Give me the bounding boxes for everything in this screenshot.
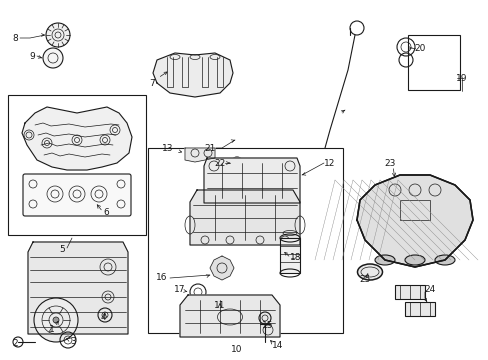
Bar xyxy=(148,148,342,333)
Text: 15: 15 xyxy=(262,320,273,329)
Polygon shape xyxy=(180,295,280,337)
Polygon shape xyxy=(190,190,299,245)
Text: 13: 13 xyxy=(162,144,173,153)
Text: 21: 21 xyxy=(204,144,215,153)
Text: 20: 20 xyxy=(413,44,425,53)
Polygon shape xyxy=(209,256,234,280)
Text: 24: 24 xyxy=(424,285,435,294)
Polygon shape xyxy=(28,242,128,334)
Text: 16: 16 xyxy=(156,274,167,283)
Ellipse shape xyxy=(374,255,394,265)
FancyBboxPatch shape xyxy=(23,174,131,216)
Text: 11: 11 xyxy=(214,301,225,310)
Text: 23: 23 xyxy=(384,158,395,167)
Bar xyxy=(407,35,459,90)
Circle shape xyxy=(34,298,78,342)
Polygon shape xyxy=(153,53,232,97)
Polygon shape xyxy=(184,148,215,162)
Circle shape xyxy=(43,48,63,68)
Ellipse shape xyxy=(434,255,454,265)
Circle shape xyxy=(53,317,59,323)
Ellipse shape xyxy=(357,264,382,280)
Text: 4: 4 xyxy=(100,314,105,323)
Text: 7: 7 xyxy=(149,78,155,87)
Ellipse shape xyxy=(404,255,424,265)
Text: 25: 25 xyxy=(359,275,370,284)
Text: 17: 17 xyxy=(174,285,185,294)
Text: 10: 10 xyxy=(231,345,242,354)
Text: 19: 19 xyxy=(455,73,467,82)
Text: 12: 12 xyxy=(324,158,335,167)
Circle shape xyxy=(46,23,70,47)
Text: 22: 22 xyxy=(214,158,225,167)
Polygon shape xyxy=(356,175,472,267)
Text: 3: 3 xyxy=(70,338,76,346)
Text: 5: 5 xyxy=(59,246,65,255)
Text: 18: 18 xyxy=(290,253,301,262)
Polygon shape xyxy=(22,107,132,170)
Text: 8: 8 xyxy=(12,33,18,42)
Text: 14: 14 xyxy=(272,341,283,350)
Polygon shape xyxy=(203,158,299,203)
Bar xyxy=(399,200,429,220)
Text: 2: 2 xyxy=(12,338,18,347)
Bar xyxy=(394,285,424,299)
Text: 6: 6 xyxy=(103,207,109,216)
Text: 9: 9 xyxy=(29,51,35,60)
Bar xyxy=(8,95,146,235)
Bar xyxy=(280,238,299,273)
Bar xyxy=(404,302,434,316)
Text: 1: 1 xyxy=(49,325,55,334)
